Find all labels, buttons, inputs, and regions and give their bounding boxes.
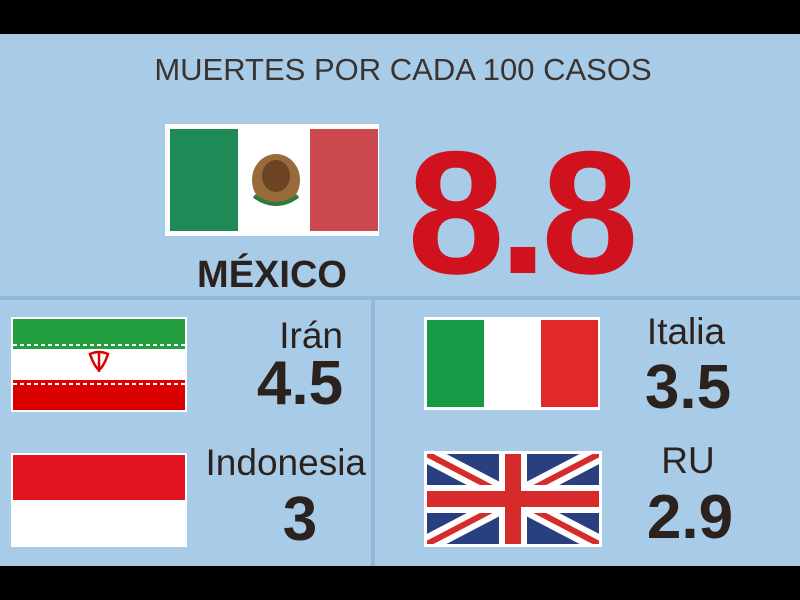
featured-country: MÉXICO (197, 252, 347, 296)
divider (371, 300, 375, 566)
flag-iran (11, 317, 187, 412)
country-name: Indonesia (206, 442, 367, 483)
flag-italy (424, 317, 600, 410)
title: MUERTES POR CADA 100 CASOS (154, 52, 651, 87)
divider (0, 296, 800, 300)
country-value: 3 (283, 485, 317, 554)
country-value: 3.5 (645, 353, 731, 422)
flag-indonesia (11, 453, 187, 547)
flag-uk (424, 451, 602, 547)
flag-mexico (165, 124, 379, 236)
country-value: 4.5 (257, 349, 343, 418)
country-name: Irán (279, 315, 343, 356)
country-value: 2.9 (647, 483, 733, 552)
country-name: RU (661, 440, 714, 481)
featured-value: 8.8 (407, 116, 633, 311)
country-name: Italia (647, 311, 726, 352)
